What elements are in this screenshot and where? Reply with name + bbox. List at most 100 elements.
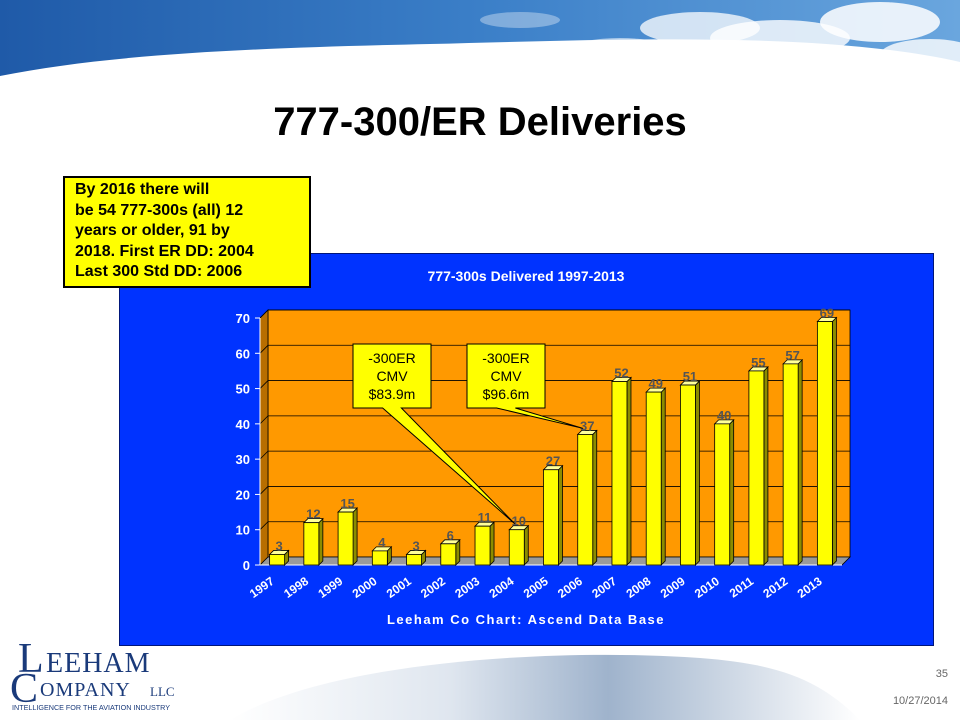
y-tick-label: 40 [236,417,250,432]
bar-value-label: 52 [614,366,628,381]
y-tick-label: 10 [236,523,250,538]
bar [782,363,799,566]
bar-value-label: 55 [751,355,765,370]
bar [816,321,833,566]
bar [543,469,559,566]
page-number: 35 [935,668,948,680]
sky-banner [0,0,960,76]
bar [406,554,422,566]
bar-side [489,521,495,566]
bar-side [626,376,632,566]
x-tick-label: 2000 [350,574,380,601]
bar [714,423,731,566]
bar-side [318,517,324,566]
x-tick-label: 2006 [555,574,585,601]
plot-side-wall [259,309,269,566]
logo-initial-c: C [10,666,38,712]
callout-box [352,343,516,525]
x-tick-label: 2002 [418,574,448,601]
y-tick-label: 30 [236,452,250,467]
x-tick-label: 1997 [247,574,277,601]
bar [269,554,286,566]
x-tick-label: 2001 [384,574,414,601]
bar [680,384,696,566]
y-tick-label: 20 [236,487,250,502]
logo-initial-l: L [18,636,44,682]
bar-value-label: 10 [512,514,526,529]
slide-title: 777-300/ER Deliveries [273,100,687,144]
bar-value-label: 11 [478,510,492,525]
bar-side [660,387,666,566]
footer-wave [230,654,860,720]
logo-line1: EEHAM [46,648,151,679]
note-box: By 2016 there will be 54 777-300s (all) … [63,176,311,288]
bar-side [352,507,358,566]
x-tick-label: 2010 [692,574,722,601]
bar-side [831,316,837,566]
bar-value-label: 49 [648,376,662,391]
chart-title: 777-300s Delivered 1997-2013 [428,268,625,284]
bar-value-label: 69 [820,306,834,321]
bar [611,381,628,566]
x-tick-label: 2005 [521,574,551,601]
x-tick-label: 1998 [281,574,311,601]
x-tick-label: 2007 [589,574,619,601]
bar-value-label: 27 [546,454,560,469]
x-tick-label: 2004 [487,574,517,601]
callout-text: -300ER [368,350,415,366]
x-axis-label: Leeham Co Chart: Ascend Data Base [387,612,665,627]
x-tick-label: 2003 [452,574,482,601]
bar-side [523,524,529,566]
bar [508,529,525,566]
y-tick-label: 50 [236,382,250,397]
callout-box [466,343,584,429]
slide-date: 10/27/2014 [892,695,948,707]
x-tick-label: 1999 [315,574,345,601]
bar-value-label: 3 [412,538,419,553]
gridline [259,344,850,354]
bar-value-label: 57 [785,348,799,363]
callout-text: CMV [490,368,522,384]
bar-side [763,365,769,566]
bar [645,391,662,566]
bar-value-label: 6 [447,528,454,543]
bar-value-label: 37 [580,418,594,433]
bar [474,525,491,566]
x-tick-label: 2009 [658,574,688,601]
x-tick-label: 2012 [760,574,790,601]
bar-value-label: 3 [276,538,283,553]
bar-value-label: 4 [378,535,386,550]
bar-value-label: 40 [717,408,731,423]
bar-chart: 777-300s Delivered 1997-2013 0 10 20 30 40 50 6… [236,268,851,627]
logo-line2: OMPANY [40,679,131,701]
y-tick-label: 0 [243,558,250,573]
bar [577,434,594,566]
callout-text: -300ER [482,350,529,366]
bar-side [592,429,598,566]
bar [337,511,354,566]
bar-value-label: 12 [306,507,320,522]
leeham-logo: L EEHAM C OMPANY LLC INTELLIGENCE FOR TH… [10,636,175,712]
callout-text: $83.9m [369,386,416,402]
callout-text: CMV [376,368,408,384]
bar [440,543,457,566]
chart-panel: 777-300s Delivered 1997-2013 0 10 20 30 40 50 6… [119,253,934,646]
logo-tagline: INTELLIGENCE FOR THE AVIATION INDUSTRY [12,703,170,712]
bar-value-label: 51 [683,369,697,384]
callout-text: $96.6m [483,386,530,402]
y-tick-label: 70 [236,311,250,326]
bar [371,550,388,566]
bar-side [695,380,700,566]
bar-side [558,464,563,566]
bar-value-label: 15 [340,496,354,511]
gridline [259,309,850,319]
gridline [259,380,850,389]
bar [748,370,765,566]
x-tick-label: 2013 [795,574,825,601]
bar-side [729,418,735,566]
logo-llc: LLC [150,684,175,699]
bar-side [797,358,803,566]
x-tick-label: 2008 [624,574,654,601]
x-tick-label: 2011 [727,574,757,601]
bar [303,522,320,566]
